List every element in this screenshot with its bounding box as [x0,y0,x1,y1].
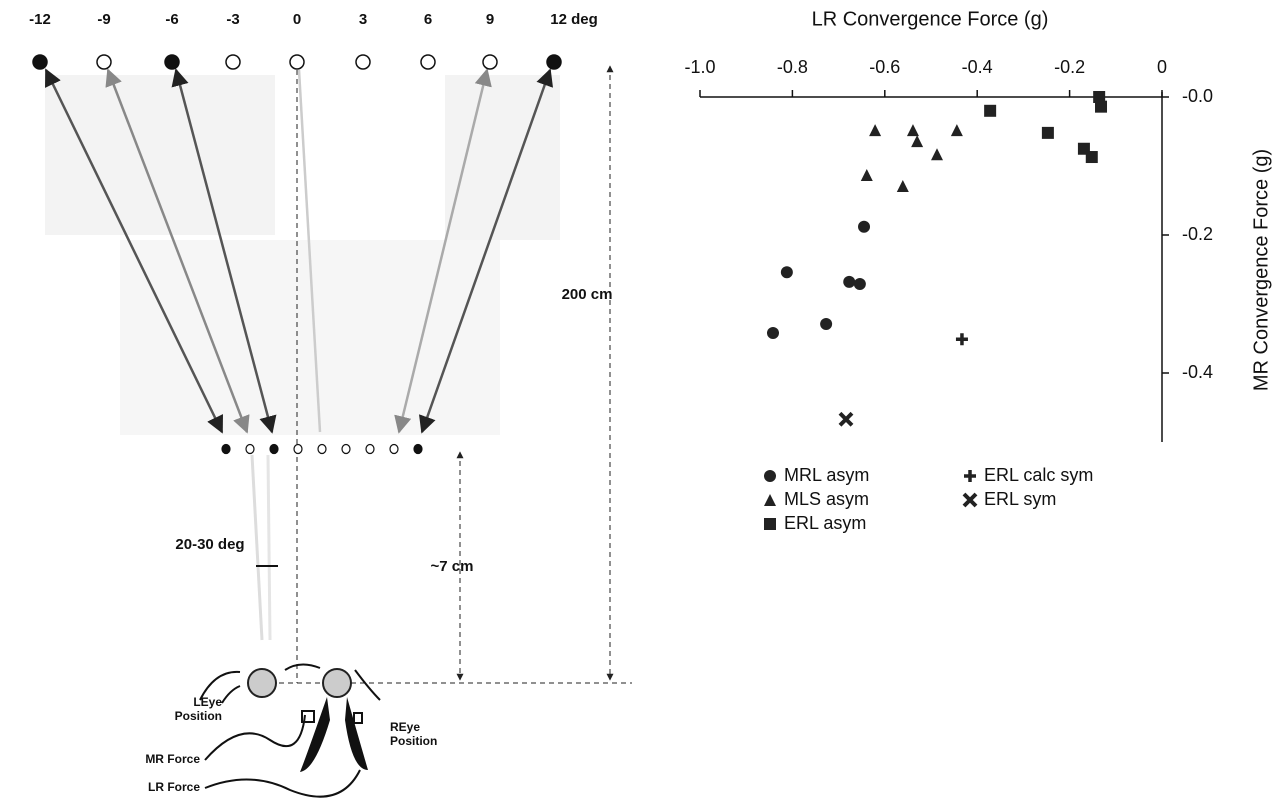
near-target [414,445,422,454]
point [951,124,963,136]
angle-label: -6 [165,11,178,28]
x-axis-title: LR Convergence Force (g) [812,8,1049,30]
legend-marker [964,470,976,482]
point [1042,127,1054,139]
legend-label: ERL sym [984,489,1056,509]
far-target [226,55,240,69]
far-target [356,55,370,69]
figure: 200 cm ~7 cm 20-30 deg LEye Position REy… [0,0,1285,800]
angle-label: 9 [486,11,494,28]
legend-label: ERL calc sym [984,465,1093,485]
point [897,180,909,192]
x-tick-label: -1.0 [684,57,715,77]
x-tick-label: 0 [1157,57,1167,77]
lr-force-label: LR Force [148,780,200,794]
far-distance: 200 cm [562,286,613,303]
legend-marker [764,518,776,530]
angle-label: -12 [29,11,51,28]
muscles [300,697,368,772]
near-target [294,445,302,454]
far-target [165,55,179,69]
near-target [246,445,254,454]
legend-label: ERL asym [784,513,866,533]
x-tick-label: -0.6 [869,57,900,77]
x-tick-label: -0.2 [1054,57,1085,77]
shade [445,75,560,240]
point [1086,151,1098,163]
y-tick-label: -0.4 [1182,362,1213,382]
near-target [318,445,326,454]
far-target [33,55,47,69]
angle-label: 6 [424,11,432,28]
far-target [483,55,497,69]
point [861,169,873,181]
far-target [547,55,561,69]
legend-label: MRL asym [784,465,869,485]
angle-label: 3 [359,11,367,28]
right-eye-label: REye [390,720,420,734]
angle-label: -3 [226,11,239,28]
point [843,276,855,288]
near-target [390,445,398,454]
near-target [222,445,230,454]
legend-marker [764,470,776,482]
point [931,148,943,160]
far-target [421,55,435,69]
angle-label: 0 [293,11,301,28]
point [767,327,779,339]
angle-label: 12 deg [550,11,598,28]
point [858,221,870,233]
y-tick-label: -0.2 [1182,224,1213,244]
point [869,124,881,136]
lr-sensor [354,713,362,723]
x-tick-label: -0.4 [962,57,993,77]
far-target [290,55,304,69]
gaze-line [268,455,270,640]
near-distance: ~7 cm [431,558,474,575]
gaze-line [252,455,262,640]
point [781,266,793,278]
x-tick-label: -0.8 [777,57,808,77]
near-target [270,445,278,454]
chart: LR Convergence Force (g) MR Convergence … [684,8,1272,532]
near-target [342,445,350,454]
diagram: 200 cm ~7 cm 20-30 deg LEye Position REy… [45,66,632,797]
point [911,135,923,147]
force-wires [205,715,360,797]
legend-label: MLS asym [784,489,869,509]
right-eye-label: Position [390,734,437,748]
legend-marker [764,494,776,506]
point [907,124,919,136]
point [1095,101,1107,113]
point [984,105,996,117]
y-tick-label: -0.0 [1182,86,1213,106]
left-eye-label: LEye [193,695,222,709]
point [820,318,832,330]
far-target [97,55,111,69]
shade [45,75,275,235]
point [956,333,968,345]
angle-label: -9 [97,11,110,28]
left-eye-label: Position [175,709,222,723]
page: {"diagram": { "angle_labels": ["-12", "-… [0,0,1285,800]
y-axis-title: MR Convergence Force (g) [1250,149,1272,391]
head-outline [200,664,380,703]
right-eye [323,669,351,697]
point [854,278,866,290]
point [840,413,852,425]
mr-force-label: MR Force [145,752,200,766]
left-eye [248,669,276,697]
range-label: 20-30 deg [175,536,244,553]
near-target [366,445,374,454]
legend-marker [964,494,976,506]
